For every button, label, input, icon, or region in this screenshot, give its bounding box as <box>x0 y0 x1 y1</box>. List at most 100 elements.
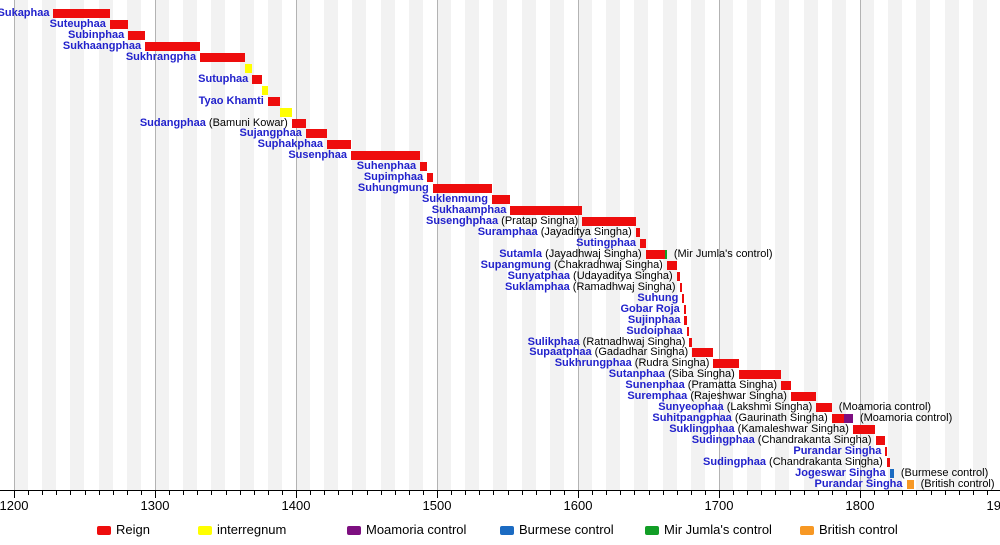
ruler-title: (Gadadhar Singha) <box>591 346 689 359</box>
x-axis-line <box>0 490 1000 491</box>
decade-stripe <box>14 0 29 490</box>
timeline-row: Suklingphaa (Kamaleshwar Singha) <box>0 424 1000 435</box>
minor-tick <box>606 491 607 495</box>
minor-tick <box>959 491 960 495</box>
reign-bar <box>635 228 641 237</box>
reign-bar <box>790 392 817 402</box>
decade-stripe <box>493 0 508 490</box>
ruler-name: Sukaphaa <box>0 7 50 19</box>
ruler-label: Suklamphaa (Ramadhwaj Singha) <box>505 281 676 293</box>
minor-tick <box>465 491 466 495</box>
reign-bar <box>676 271 680 281</box>
legend: Reign interregnum Moamoria control Burmese … <box>0 521 1000 545</box>
reign-bar <box>252 74 263 84</box>
minor-tick <box>790 491 791 495</box>
ruler-label: Suhungmung <box>358 183 429 194</box>
axis-tick-label: 1400 <box>281 498 311 513</box>
reign-bar <box>305 129 327 139</box>
mirjumla-swatch-icon <box>645 526 659 535</box>
ruler-name: Suklenmung <box>421 193 488 206</box>
moamoria-bar <box>844 414 853 424</box>
legend-label: British control <box>819 522 898 537</box>
minor-tick <box>183 491 184 495</box>
minor-tick <box>56 491 57 495</box>
ruler-label: Sutanphaa (Siba Singha) <box>609 369 735 380</box>
legend-label: Reign <box>116 522 150 537</box>
ruler-label: Suklingphaa (Kamaleshwar Singha) <box>669 424 849 435</box>
ruler-name: Sutingphaa <box>576 236 637 249</box>
reign-bar <box>886 457 890 467</box>
ruler-label: Suklenmung <box>422 194 488 205</box>
decade-stripe <box>831 0 846 490</box>
ruler-name: Sukhaangphaa <box>62 39 142 52</box>
reign-bar <box>686 326 690 336</box>
reign-bar <box>682 293 685 303</box>
timeline-row: Suhenphaa <box>0 161 1000 172</box>
ruler-label: Sudangphaa (Bamuni Kowar) <box>139 116 288 129</box>
ruler-name: Gobar Roja <box>620 302 680 315</box>
ruler-label: Sunenphaa (Pramatta Singha) <box>625 380 777 391</box>
timeline-row: Sutamla (Jayadhwaj Singha) (Mir Jumla's c… <box>0 247 1000 260</box>
timeline-row <box>0 85 1000 96</box>
ruler-name: Sunenphaa <box>625 379 685 392</box>
ruler-label: Sukhaangphaa <box>62 39 142 52</box>
reign-bar <box>128 30 146 40</box>
minor-tick <box>141 491 142 495</box>
control-note: (British control) <box>920 477 995 490</box>
minor-tick <box>620 491 621 495</box>
minor-tick <box>197 491 198 495</box>
major-tick <box>437 491 438 498</box>
british-bar <box>906 479 914 489</box>
ruler-label: Sutamla (Jayadhwaj Singha) <box>499 247 641 260</box>
timeline-row <box>0 63 1000 74</box>
ruler-title: (Chandrakanta Singha) <box>766 455 883 468</box>
minor-tick <box>226 491 227 495</box>
reign-bar <box>327 140 351 150</box>
ruler-label: Sukhrangpha <box>126 51 196 63</box>
ruler-name: Sudoiphaa <box>626 324 683 337</box>
century-gridline <box>296 0 297 490</box>
ruler-name: Sutamla <box>499 247 543 260</box>
reign-bar <box>145 41 201 51</box>
decade-stripe <box>549 0 564 490</box>
timeline-row: Sukhaangphaa <box>0 39 1000 52</box>
ruler-name: Supaatphaa <box>529 346 592 359</box>
minor-tick <box>536 491 537 495</box>
minor-tick <box>846 491 847 495</box>
major-tick <box>578 491 579 498</box>
timeline-row: Sutuphaa <box>0 73 1000 85</box>
ruler-name: Sunyeophaa <box>658 401 724 414</box>
decade-stripe <box>888 0 903 490</box>
timeline-row: Purandar Singha <box>0 446 1000 457</box>
reign-bar <box>679 282 683 292</box>
ruler-title: (Rudra Singha) <box>631 357 710 370</box>
interregnum-bar <box>280 107 292 117</box>
reign-bar <box>427 173 433 183</box>
minor-tick <box>945 491 946 495</box>
ruler-name: Sudangphaa <box>139 116 206 129</box>
ruler-label: Sukhrungphaa (Rudra Singha) <box>555 358 710 369</box>
decade-stripe <box>803 0 818 490</box>
ruler-name: Supimphaa <box>363 171 424 184</box>
decade-stripe <box>98 0 113 490</box>
ruler-name: Suramphaa <box>477 226 538 238</box>
ruler-title: (Chandrakanta Singha) <box>754 434 872 447</box>
minor-tick <box>973 491 974 495</box>
decade-stripe <box>352 0 367 490</box>
ruler-label: Jogeswar Singha <box>795 467 885 479</box>
burmese-bar <box>889 468 894 478</box>
major-tick <box>296 491 297 498</box>
minor-tick <box>395 491 396 495</box>
reign-bar <box>885 447 888 456</box>
minor-tick <box>169 491 170 495</box>
minor-tick <box>451 491 452 495</box>
axis-tick-label: 1300 <box>140 498 170 513</box>
decade-stripe <box>437 0 452 490</box>
ruler-label: Sudingphaa (Chandrakanta Singha) <box>703 455 883 468</box>
minor-tick <box>99 491 100 495</box>
ruler-label: Sudingphaa (Chandrakanta Singha) <box>692 435 872 446</box>
axis-tick-label: 1800 <box>845 498 875 513</box>
timeline-row: Suhitpangphaa (Gaurinath Singha) (Moamori… <box>0 413 1000 424</box>
ruler-name: Suhung <box>637 291 679 304</box>
ruler-title: (Kamaleshwar Singha) <box>734 423 849 436</box>
